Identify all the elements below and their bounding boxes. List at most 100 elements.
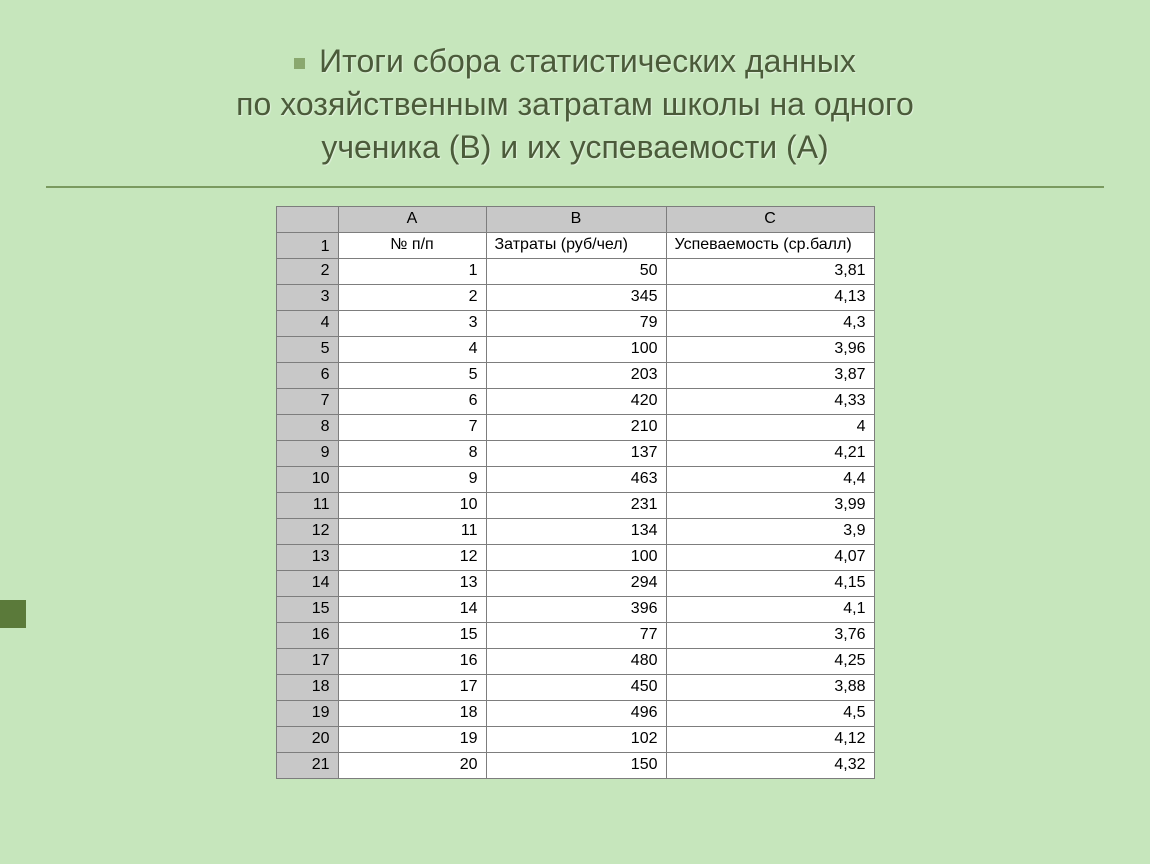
table-container: A B C 1 № п/п Затраты (руб/чел) Успеваем… <box>0 206 1150 779</box>
table-row: 14132944,15 <box>276 570 874 596</box>
cell-b: 102 <box>486 726 666 752</box>
row-number: 12 <box>276 518 338 544</box>
cell-c: 4,32 <box>666 752 874 778</box>
cell-b: 294 <box>486 570 666 596</box>
cell-b: 345 <box>486 284 666 310</box>
row-number: 1 <box>276 232 338 258</box>
row-number: 3 <box>276 284 338 310</box>
row-number: 7 <box>276 388 338 414</box>
table-row: 981374,21 <box>276 440 874 466</box>
cell-c: 3,81 <box>666 258 874 284</box>
table-row: 20191024,12 <box>276 726 874 752</box>
header-c: Успеваемость (ср.балл) <box>666 232 874 258</box>
cell-b: 134 <box>486 518 666 544</box>
table-row: 872104 <box>276 414 874 440</box>
col-letter-b: B <box>486 206 666 232</box>
table-row: 764204,33 <box>276 388 874 414</box>
cell-b: 480 <box>486 648 666 674</box>
cell-c: 4,5 <box>666 700 874 726</box>
title-underline <box>46 186 1104 188</box>
cell-a: 18 <box>338 700 486 726</box>
cell-b: 450 <box>486 674 666 700</box>
table-row: 21503,81 <box>276 258 874 284</box>
cell-a: 6 <box>338 388 486 414</box>
side-accent-bar <box>0 600 26 628</box>
title-line-1: Итоги сбора статистических данных <box>319 43 856 79</box>
cell-b: 100 <box>486 544 666 570</box>
cell-a: 8 <box>338 440 486 466</box>
cell-a: 7 <box>338 414 486 440</box>
row-number: 10 <box>276 466 338 492</box>
cell-c: 4,1 <box>666 596 874 622</box>
row-number: 11 <box>276 492 338 518</box>
table-row: 1615773,76 <box>276 622 874 648</box>
cell-a: 17 <box>338 674 486 700</box>
row-number: 18 <box>276 674 338 700</box>
table-row: 17164804,25 <box>276 648 874 674</box>
cell-c: 4 <box>666 414 874 440</box>
table-row: 43794,3 <box>276 310 874 336</box>
cell-a: 12 <box>338 544 486 570</box>
cell-c: 3,87 <box>666 362 874 388</box>
table-row: 15143964,1 <box>276 596 874 622</box>
cell-b: 231 <box>486 492 666 518</box>
row-number: 19 <box>276 700 338 726</box>
cell-c: 3,9 <box>666 518 874 544</box>
row-number: 2 <box>276 258 338 284</box>
cell-a: 9 <box>338 466 486 492</box>
corner-cell <box>276 206 338 232</box>
cell-b: 210 <box>486 414 666 440</box>
header-row: 1 № п/п Затраты (руб/чел) Успеваемость (… <box>276 232 874 258</box>
table-row: 541003,96 <box>276 336 874 362</box>
table-row: 652033,87 <box>276 362 874 388</box>
table-row: 1094634,4 <box>276 466 874 492</box>
cell-a: 10 <box>338 492 486 518</box>
row-number: 17 <box>276 648 338 674</box>
cell-c: 3,99 <box>666 492 874 518</box>
cell-a: 15 <box>338 622 486 648</box>
cell-a: 20 <box>338 752 486 778</box>
cell-c: 4,4 <box>666 466 874 492</box>
cell-c: 3,96 <box>666 336 874 362</box>
cell-c: 4,12 <box>666 726 874 752</box>
table-row: 11102313,99 <box>276 492 874 518</box>
data-table: A B C 1 № п/п Затраты (руб/чел) Успеваем… <box>276 206 875 779</box>
cell-c: 4,07 <box>666 544 874 570</box>
cell-a: 14 <box>338 596 486 622</box>
cell-c: 4,3 <box>666 310 874 336</box>
row-number: 9 <box>276 440 338 466</box>
header-b: Затраты (руб/чел) <box>486 232 666 258</box>
cell-c: 4,15 <box>666 570 874 596</box>
header-a: № п/п <box>338 232 486 258</box>
table-row: 18174503,88 <box>276 674 874 700</box>
cell-a: 11 <box>338 518 486 544</box>
table-row: 21201504,32 <box>276 752 874 778</box>
cell-a: 1 <box>338 258 486 284</box>
cell-a: 5 <box>338 362 486 388</box>
table-row: 19184964,5 <box>276 700 874 726</box>
title-line-3: ученика (В) и их успеваемости (А) <box>321 129 828 165</box>
slide-title: Итоги сбора статистических данных по хоз… <box>0 0 1150 180</box>
column-letter-row: A B C <box>276 206 874 232</box>
cell-c: 4,21 <box>666 440 874 466</box>
cell-a: 19 <box>338 726 486 752</box>
cell-b: 137 <box>486 440 666 466</box>
cell-a: 13 <box>338 570 486 596</box>
cell-a: 2 <box>338 284 486 310</box>
row-number: 21 <box>276 752 338 778</box>
cell-b: 396 <box>486 596 666 622</box>
title-bullet-icon <box>294 58 305 69</box>
col-letter-c: C <box>666 206 874 232</box>
cell-c: 4,13 <box>666 284 874 310</box>
cell-a: 3 <box>338 310 486 336</box>
cell-b: 150 <box>486 752 666 778</box>
row-number: 4 <box>276 310 338 336</box>
cell-b: 79 <box>486 310 666 336</box>
cell-b: 420 <box>486 388 666 414</box>
cell-b: 100 <box>486 336 666 362</box>
cell-c: 4,25 <box>666 648 874 674</box>
cell-b: 203 <box>486 362 666 388</box>
col-letter-a: A <box>338 206 486 232</box>
cell-b: 463 <box>486 466 666 492</box>
cell-b: 496 <box>486 700 666 726</box>
